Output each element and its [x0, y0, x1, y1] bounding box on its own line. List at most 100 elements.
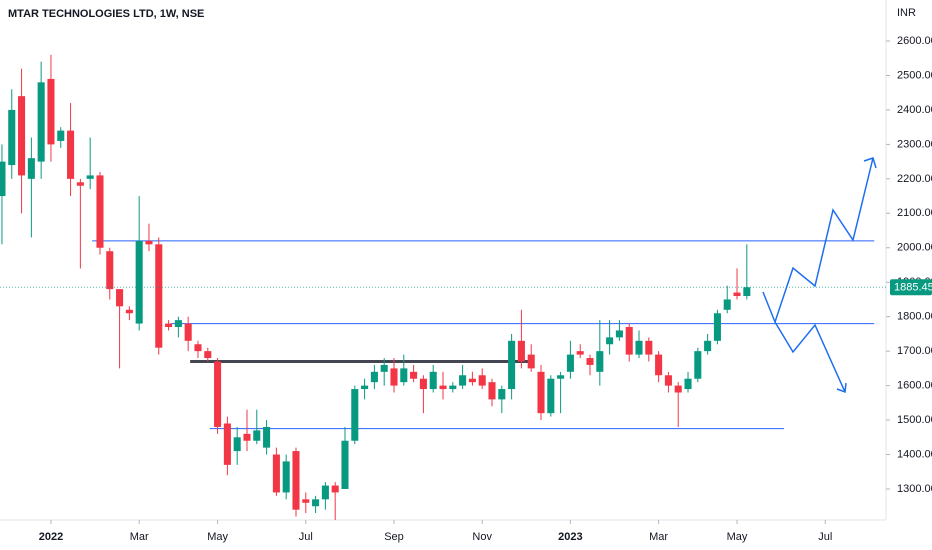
candle-body: [106, 251, 114, 290]
candle-body: [576, 351, 584, 355]
candle-body: [8, 109, 16, 166]
candle-body: [184, 323, 192, 341]
candle-body: [76, 182, 84, 186]
candle-body: [733, 292, 741, 297]
candle-body: [370, 371, 378, 383]
candle-body: [674, 385, 682, 393]
candle-body: [390, 368, 398, 386]
chart-title: MTAR TECHNOLOGIES LTD, 1W, NSE: [8, 8, 204, 20]
x-tick-label: Mar: [130, 531, 149, 543]
arrowhead: [836, 382, 847, 394]
candle-body: [155, 244, 163, 348]
candle-body: [419, 378, 427, 390]
candle-body: [18, 96, 26, 176]
candle-body: [312, 499, 320, 507]
candle-body: [488, 382, 496, 400]
candle-body: [263, 426, 271, 448]
candle-body: [517, 340, 525, 362]
y-tick-label: 1800.00: [897, 311, 932, 323]
x-tick-label: 2023: [558, 531, 582, 543]
candle-body: [282, 461, 290, 493]
candle-body: [204, 351, 212, 359]
candle-body: [606, 337, 614, 345]
candle-body: [439, 385, 447, 390]
candle-body: [243, 433, 251, 441]
candle-body: [586, 358, 594, 365]
candle-body: [459, 375, 467, 386]
y-tick-label: 1500.00: [897, 414, 932, 426]
x-tick-label: 2022: [39, 531, 63, 543]
candle-body: [86, 175, 94, 179]
x-tick-label: Sep: [384, 531, 404, 543]
candle-body: [596, 351, 604, 372]
candle-body: [361, 385, 369, 390]
candle-body: [645, 340, 653, 355]
x-tick-label: Mar: [649, 531, 668, 543]
candle-body: [292, 451, 300, 510]
candle-body: [380, 364, 388, 372]
candle-body: [0, 161, 6, 197]
y-tick-label: 2100.00: [897, 207, 932, 219]
y-tick-label: 2000.00: [897, 242, 932, 254]
candle-body: [625, 327, 633, 355]
candle-body: [116, 289, 124, 307]
candle-body: [478, 375, 486, 386]
last-price-box: [890, 279, 932, 296]
candle-body: [351, 389, 359, 441]
candle-body: [449, 385, 457, 390]
candle-body: [165, 323, 173, 328]
candle-body: [635, 340, 643, 355]
plot: 1300.00 1400.00 1500.00 1600.00 1700.00 1800.…: [0, 35, 932, 543]
x-tick-label: May: [727, 531, 748, 543]
y-tick-label: 2600.00: [897, 35, 932, 47]
candle-body: [341, 440, 349, 489]
candle-body: [410, 371, 418, 379]
projection-arrows: [762, 157, 877, 394]
candle-body: [566, 354, 574, 372]
candle-body: [508, 340, 516, 390]
y-tick-label: 1600.00: [897, 380, 932, 392]
candle-body: [174, 320, 182, 328]
candle-body: [498, 389, 506, 400]
x-tick-label: Jul: [818, 531, 832, 543]
candle-body: [233, 437, 241, 452]
candle-body: [468, 378, 476, 383]
x-tick-label: Nov: [472, 531, 492, 543]
candle-body: [684, 378, 692, 390]
bearish-path: [774, 321, 846, 393]
candle-body: [429, 371, 437, 390]
arrowhead: [863, 157, 877, 169]
candle-body: [321, 485, 329, 500]
candle-body: [331, 485, 339, 493]
candle-body: [135, 240, 143, 324]
candle-body: [272, 454, 280, 493]
candle-body: [125, 309, 133, 314]
candle-body: [194, 344, 202, 352]
candle-body: [67, 130, 75, 179]
y-tick-label: 1700.00: [897, 345, 932, 357]
candle-body: [694, 351, 702, 379]
last-price-label: 1885.45: [894, 282, 932, 294]
candle-body: [537, 371, 545, 414]
candle-body: [57, 130, 65, 141]
y-tick-label: 2300.00: [897, 138, 932, 150]
y-tick-label: 1300.00: [897, 483, 932, 495]
candle-body: [96, 175, 104, 248]
candle-body: [655, 354, 663, 376]
candle-body: [547, 378, 555, 414]
candle-body: [704, 340, 712, 352]
candle-body: [664, 375, 672, 386]
x-tick-label: May: [207, 531, 228, 543]
candle-body: [214, 361, 222, 427]
candle-body: [557, 375, 565, 379]
y-tick-label: 2500.00: [897, 69, 932, 81]
candle-body: [223, 423, 231, 465]
candle-body: [27, 158, 35, 179]
candle-body: [743, 287, 751, 297]
y-tick-label: 2200.00: [897, 173, 932, 185]
candle-body: [615, 330, 623, 338]
candle-body: [47, 78, 55, 145]
candle-body: [253, 430, 261, 441]
y-unit: INR: [897, 7, 916, 19]
